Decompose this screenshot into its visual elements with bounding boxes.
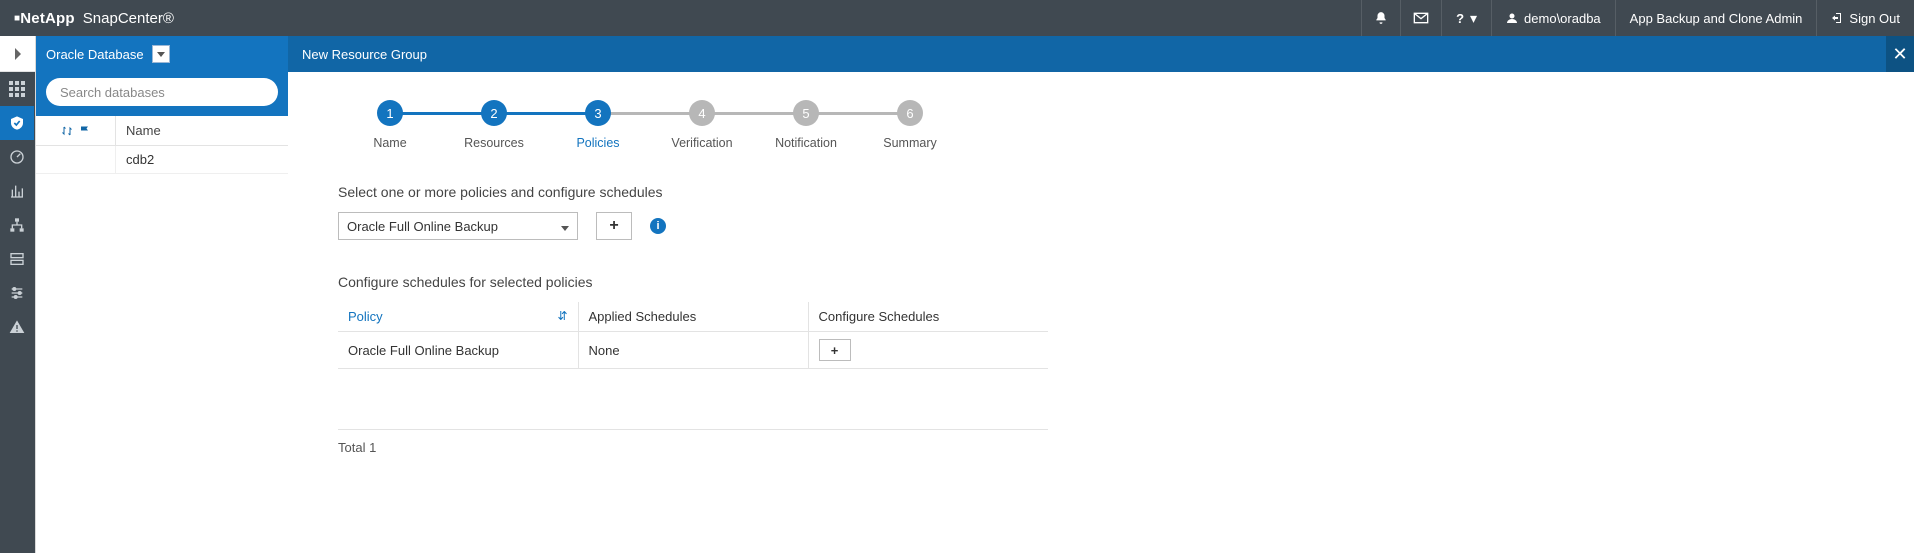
sort-controls[interactable] bbox=[36, 116, 116, 145]
schedule-section-title: Configure schedules for selected policie… bbox=[338, 274, 1864, 290]
step-label: Name bbox=[373, 136, 406, 150]
step-number: 3 bbox=[585, 100, 611, 126]
resource-type-dropdown[interactable] bbox=[152, 45, 170, 63]
mail-icon bbox=[1413, 12, 1429, 24]
wizard-step-resources[interactable]: 2 Resources bbox=[442, 100, 546, 150]
search-input[interactable] bbox=[46, 78, 278, 106]
alert-icon bbox=[9, 319, 25, 335]
caret-down-icon bbox=[561, 219, 569, 234]
sliders-icon bbox=[9, 285, 25, 301]
resource-panel: Oracle Database Name cdb2 bbox=[36, 36, 288, 553]
step-number: 4 bbox=[689, 100, 715, 126]
chevron-right-icon bbox=[13, 48, 23, 60]
brand: NetApp SnapCenter® bbox=[14, 10, 174, 27]
help-icon: ? bbox=[1456, 11, 1464, 26]
brand-company: NetApp bbox=[14, 10, 75, 27]
topbar: NetApp SnapCenter® ?▾ demo\oradba App Ba… bbox=[0, 0, 1914, 36]
policies-section-title: Select one or more policies and configur… bbox=[338, 184, 1864, 200]
add-policy-button[interactable]: + bbox=[596, 212, 632, 240]
role-label[interactable]: App Backup and Clone Admin bbox=[1615, 0, 1817, 36]
close-button[interactable]: ✕ bbox=[1886, 36, 1914, 72]
step-label: Verification bbox=[671, 136, 732, 150]
help-button[interactable]: ?▾ bbox=[1441, 0, 1491, 36]
user-menu[interactable]: demo\oradba bbox=[1491, 0, 1615, 36]
resource-type-label: Oracle Database bbox=[46, 47, 144, 62]
shield-check-icon bbox=[9, 115, 25, 131]
policy-select[interactable]: Oracle Full Online Backup bbox=[338, 212, 578, 240]
wizard-step-notification[interactable]: 5 Notification bbox=[754, 100, 858, 150]
wizard-step-name[interactable]: 1 Name bbox=[338, 100, 442, 150]
brand-product: SnapCenter® bbox=[83, 10, 174, 27]
nav-resources[interactable] bbox=[0, 106, 34, 140]
nav-settings[interactable] bbox=[0, 276, 34, 310]
schedule-table: Policy ⇵ Applied Schedules Configure Sch… bbox=[338, 302, 1048, 369]
step-number: 6 bbox=[897, 100, 923, 126]
cell-configure: + bbox=[808, 332, 1048, 369]
step-label: Policies bbox=[576, 136, 619, 150]
info-icon[interactable]: i bbox=[650, 218, 666, 234]
sort-icon bbox=[61, 125, 73, 137]
rail-expand-button[interactable] bbox=[0, 36, 35, 72]
step-number: 1 bbox=[377, 100, 403, 126]
messages-button[interactable] bbox=[1400, 0, 1441, 36]
col-configure-header: Configure Schedules bbox=[808, 302, 1048, 332]
user-label: demo\oradba bbox=[1524, 11, 1601, 26]
user-icon bbox=[1506, 12, 1518, 24]
topology-icon bbox=[9, 217, 25, 233]
table-row: Oracle Full Online BackupNone + bbox=[338, 332, 1048, 369]
page-title: New Resource Group bbox=[302, 47, 427, 62]
step-label: Summary bbox=[883, 136, 936, 150]
step-number: 2 bbox=[481, 100, 507, 126]
resource-name: cdb2 bbox=[116, 146, 288, 173]
wizard-steps: 1 Name 2 Resources 3 Policies 4 Verification 5 No… bbox=[338, 100, 1864, 150]
step-label: Notification bbox=[775, 136, 837, 150]
nav-reports[interactable] bbox=[0, 174, 34, 208]
nav-alerts[interactable] bbox=[0, 310, 34, 344]
flag-icon bbox=[79, 125, 91, 137]
nav-dashboard[interactable] bbox=[0, 72, 34, 106]
storage-icon bbox=[9, 251, 25, 267]
page-header: New Resource Group ✕ bbox=[288, 36, 1914, 72]
signout-button[interactable]: Sign Out bbox=[1816, 0, 1914, 36]
grid-icon bbox=[9, 81, 25, 97]
cell-policy: Oracle Full Online Backup bbox=[338, 332, 578, 369]
nav-storage[interactable] bbox=[0, 242, 34, 276]
wizard-step-policies[interactable]: 3 Policies bbox=[546, 100, 650, 150]
name-column-header[interactable]: Name bbox=[116, 116, 288, 145]
wizard-step-summary[interactable]: 6 Summary bbox=[858, 100, 962, 150]
gauge-icon bbox=[9, 149, 25, 165]
main-content: New Resource Group ✕ 1 Name 2 Resources 3 Pol… bbox=[288, 36, 1914, 553]
add-schedule-button[interactable]: + bbox=[819, 339, 851, 361]
resource-table: Name cdb2 bbox=[36, 116, 288, 553]
cell-applied: None bbox=[578, 332, 808, 369]
step-label: Resources bbox=[464, 136, 524, 150]
wizard-step-verification[interactable]: 4 Verification bbox=[650, 100, 754, 150]
nav-hosts[interactable] bbox=[0, 208, 34, 242]
col-applied-header: Applied Schedules bbox=[578, 302, 808, 332]
col-policy-header[interactable]: Policy ⇵ bbox=[338, 302, 578, 332]
nav-monitor[interactable] bbox=[0, 140, 34, 174]
sort-asc-icon: ⇵ bbox=[557, 309, 567, 323]
table-row[interactable]: cdb2 bbox=[36, 146, 288, 174]
bell-icon bbox=[1374, 11, 1388, 25]
signout-icon bbox=[1831, 12, 1843, 24]
step-number: 5 bbox=[793, 100, 819, 126]
total-label: Total 1 bbox=[338, 429, 1048, 465]
notifications-button[interactable] bbox=[1361, 0, 1400, 36]
policy-select-value: Oracle Full Online Backup bbox=[347, 219, 498, 234]
chart-icon bbox=[9, 183, 25, 199]
nav-rail bbox=[0, 36, 36, 553]
